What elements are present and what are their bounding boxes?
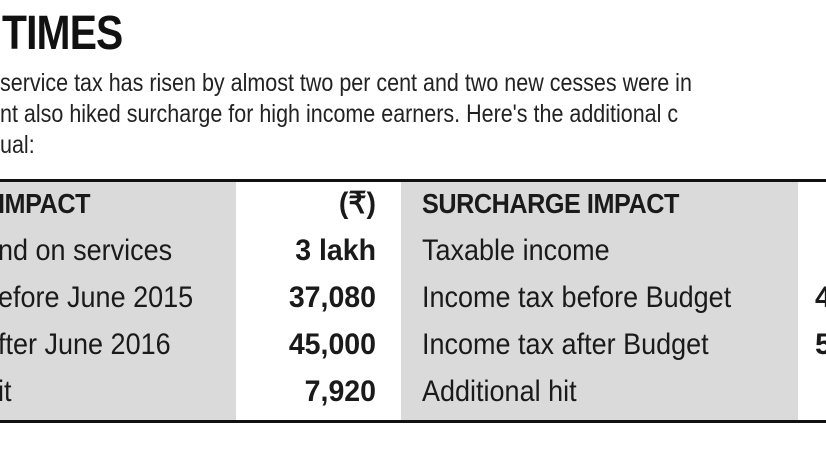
service-tax-value-column: [236, 182, 401, 420]
service-tax-label-column: [0, 182, 236, 420]
table-row-value: 5: [815, 328, 826, 361]
table-row-value: 45,000: [288, 328, 376, 361]
impact-table: IMPACT (₹) SURCHARGE IMPACT nd on servic…: [0, 179, 826, 423]
table-row-label: nd on services: [0, 234, 173, 267]
intro-line: service tax has risen by almost two per …: [0, 69, 692, 97]
table-row-value: 4: [815, 281, 826, 314]
table-row-label: Income tax after Budget: [422, 328, 709, 361]
intro-paragraph: service tax has risen by almost two per …: [0, 68, 826, 161]
page-title: TIMES: [2, 7, 123, 60]
table-row-label: Additional hit: [422, 375, 577, 408]
table-row-label: fter June 2016: [0, 328, 171, 361]
table-row-label: Income tax before Budget: [422, 281, 732, 314]
table-row-label: efore June 2015: [0, 281, 194, 314]
table-row-value: [815, 231, 826, 278]
table-row-value: [815, 372, 826, 419]
surcharge-label-column: [401, 182, 798, 420]
surcharge-value-column: [798, 182, 826, 420]
unit-header: (₹): [338, 187, 376, 220]
table-row-label: Taxable income: [422, 234, 610, 267]
table-row-value: 37,080: [288, 281, 376, 314]
table-row-value: 7,920: [304, 375, 376, 408]
intro-line: ual:: [0, 131, 35, 159]
table-row-label: it: [0, 375, 12, 408]
table-row-value: 3 lakh: [295, 234, 376, 267]
surcharge-header: SURCHARGE IMPACT: [422, 188, 679, 219]
intro-line: nt also hiked surcharge for high income …: [0, 100, 679, 128]
service-tax-header: IMPACT: [0, 188, 91, 219]
